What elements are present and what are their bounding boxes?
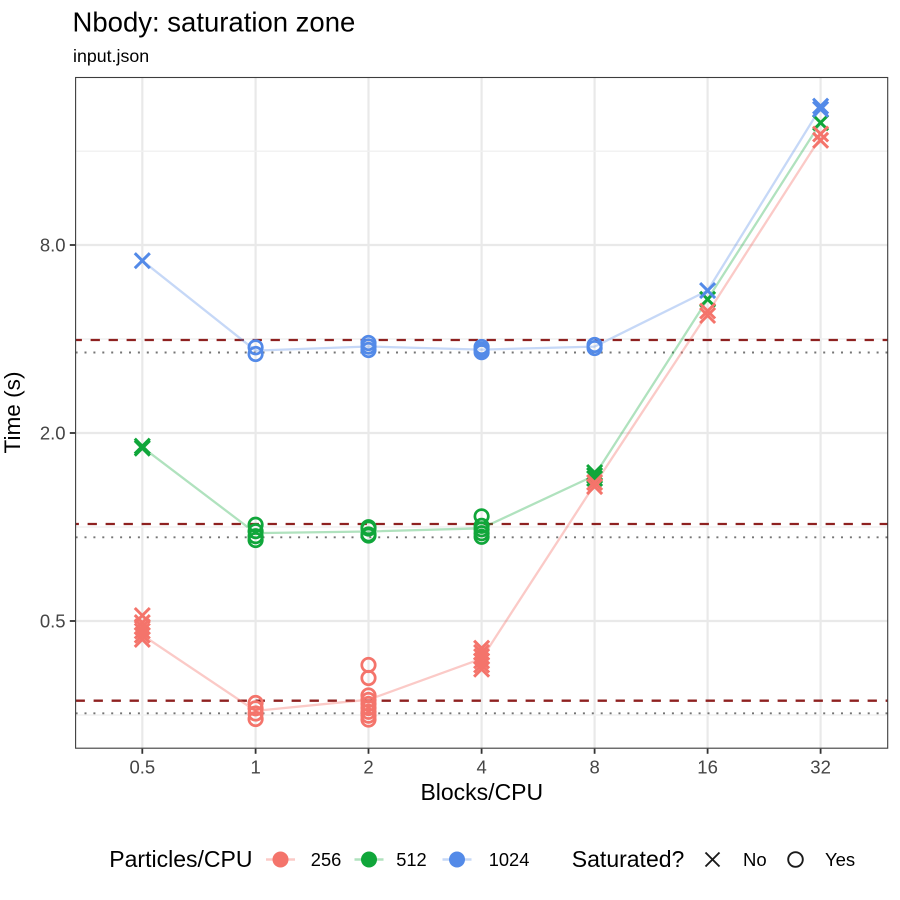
svg-text:0.5: 0.5 <box>40 611 66 632</box>
svg-text:8.0: 8.0 <box>40 235 66 256</box>
svg-text:Particles/CPU: Particles/CPU <box>109 846 252 872</box>
svg-text:0.5: 0.5 <box>129 757 155 778</box>
svg-text:No: No <box>743 849 767 870</box>
svg-text:Blocks/CPU: Blocks/CPU <box>420 779 543 805</box>
svg-text:16: 16 <box>697 757 718 778</box>
svg-text:1024: 1024 <box>489 849 530 870</box>
svg-text:Nbody: saturation zone: Nbody: saturation zone <box>73 7 356 38</box>
svg-text:2.0: 2.0 <box>40 423 66 444</box>
svg-text:32: 32 <box>810 757 831 778</box>
svg-text:Time (s): Time (s) <box>0 372 25 454</box>
svg-text:512: 512 <box>396 849 427 870</box>
svg-text:8: 8 <box>589 757 599 778</box>
svg-text:Saturated?: Saturated? <box>572 846 685 872</box>
svg-text:1: 1 <box>250 757 260 778</box>
svg-text:256: 256 <box>311 849 342 870</box>
svg-text:input.json: input.json <box>73 46 149 66</box>
svg-text:4: 4 <box>476 757 486 778</box>
svg-text:Yes: Yes <box>825 849 855 870</box>
svg-text:2: 2 <box>363 757 373 778</box>
